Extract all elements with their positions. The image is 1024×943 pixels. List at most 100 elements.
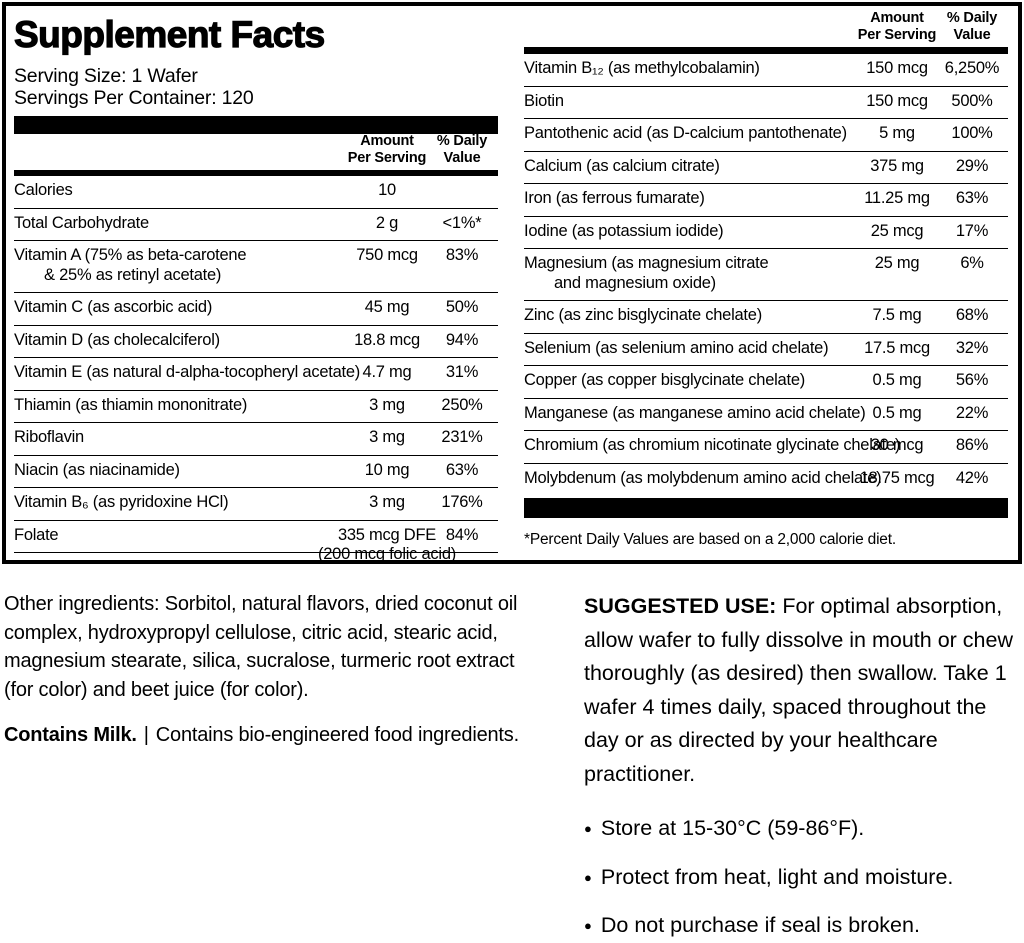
nutrient-row: Iodine (as potassium iodide) 25 mcg 17%	[524, 217, 1008, 249]
facts-left-column: Supplement Facts Serving Size: 1 Wafer S…	[13, 12, 498, 563]
nutrient-row: Biotin 150 mcg 500%	[524, 87, 1008, 119]
nutrient-name: Riboflavin	[14, 428, 84, 446]
nutrient-row: Iron (as ferrous fumarate) 11.25 mg 63%	[524, 184, 1008, 217]
nutrient-row: Chromium (as chromium nicotinate glycina…	[524, 431, 1008, 464]
nutrient-amount-line2: (200 mcg folic acid)	[317, 545, 457, 563]
divider-bar	[14, 116, 498, 134]
nutrient-row: Vitamin B₁₂ (as methylcobalamin) 150 mcg 6…	[524, 54, 1008, 87]
nutrient-amount: 0.5 mg	[872, 371, 922, 389]
nutrient-row: Magnesium (as magnesium citrate and magne…	[524, 249, 1008, 301]
nutrient-rows-right: Vitamin B₁₂ (as methylcobalamin) 150 mcg 6…	[524, 54, 1008, 495]
nutrient-name: Calories	[14, 181, 73, 199]
nutrient-row: Vitamin B₆ (as pyridoxine HCl) 3 mg 176%	[14, 488, 498, 521]
nutrient-daily-value: 500%	[951, 91, 993, 110]
nutrient-amount: 750 mcg	[356, 246, 418, 264]
nutrient-daily-value: 32%	[955, 338, 989, 357]
nutrient-name-line2: & 25% as retinyl acetate)	[44, 265, 222, 284]
nutrient-daily-value: 63%	[445, 460, 479, 479]
servings-per-container: Servings Per Container: 120	[14, 87, 254, 109]
nutrient-row: Vitamin E (as natural d-alpha-tocopheryl…	[14, 358, 498, 391]
nutrient-daily-value: 250%	[441, 395, 483, 414]
nutrient-name: Iodine (as potassium iodide)	[524, 221, 724, 240]
nutrient-daily-value: 176%	[441, 493, 483, 511]
nutrient-daily-value: 68%	[955, 306, 989, 324]
nutrient-row: Pantothenic acid (as D-calcium pantothen…	[524, 119, 1008, 152]
nutrient-name: Molybdenum (as molybdenum amino acid che…	[524, 468, 882, 487]
nutrient-name: Vitamin B₁₂ (as methylcobalamin)	[524, 59, 760, 77]
nutrient-daily-value: 100%	[951, 124, 993, 142]
bullet-icon: ●	[584, 869, 592, 885]
nutrient-daily-value: 83%	[445, 246, 479, 264]
column-header-row: Amount Per Serving % Daily Value	[524, 10, 1008, 54]
nutrient-amount: 30 mcg	[870, 436, 924, 454]
suggested-use-label: SUGGESTED USE:	[584, 594, 777, 618]
nutrient-amount: 3 mg	[369, 493, 405, 511]
bullet-text: Do not purchase if seal is broken.	[600, 913, 920, 937]
nutrient-name-line2: and magnesium oxide)	[554, 273, 716, 292]
nutrient-amount: 25 mg	[874, 254, 920, 272]
storage-bullet: ● Protect from heat, light and moisture.	[584, 861, 1020, 895]
nutrient-amount: 10 mg	[364, 460, 410, 479]
nutrient-amount: 3 mg	[369, 428, 405, 446]
nutrient-amount: 18.8 mcg	[354, 330, 420, 349]
storage-bullet: ● Store at 15-30°C (59-86°F).	[584, 812, 1020, 846]
nutrient-amount: 11.25 mg	[864, 189, 930, 207]
suggested-use-text: For optimal absorption, allow wafer to f…	[584, 594, 1013, 786]
nutrient-rows-left: Calories 10 Total Carbohydrate 2 g <1%* Vitam…	[14, 176, 498, 563]
column-header-amount: Amount Per Serving	[857, 10, 937, 43]
nutrient-amount: 150 mcg	[866, 91, 928, 110]
nutrient-row: Calcium (as calcium citrate) 375 mg 29%	[524, 152, 1008, 184]
nutrient-name: Vitamin A (75% as beta-carotene & 25% as …	[14, 246, 498, 285]
nutrient-daily-value: 42%	[955, 468, 989, 487]
nutrient-name: Magnesium (as magnesium citrate and magne…	[524, 254, 1008, 293]
nutrient-name: Manganese (as manganese amino acid chela…	[524, 403, 866, 422]
bottom-section: Other ingredients: Sorbitol, natural fla…	[4, 590, 1020, 943]
nutrient-row: Selenium (as selenium amino acid chelate…	[524, 334, 1008, 366]
bioengineered-text: Contains bio-engineered food ingredients…	[155, 724, 519, 746]
bullet-icon: ●	[584, 821, 592, 836]
panel-title: Supplement Facts	[13, 13, 325, 55]
suggested-use-paragraph: SUGGESTED USE: For optimal absorption, a…	[584, 590, 1020, 791]
nutrient-name: Selenium (as selenium amino acid chelate…	[524, 338, 829, 357]
storage-bullet: ● Do not purchase if seal is broken.	[584, 909, 1020, 943]
nutrient-daily-value: 94%	[445, 330, 479, 349]
nutrient-daily-value: 17%	[955, 221, 989, 240]
nutrient-name: Vitamin E (as natural d-alpha-tocopheryl…	[14, 363, 361, 381]
other-ingredients-section: Other ingredients: Sorbitol, natural fla…	[4, 590, 544, 943]
nutrient-row: Thiamin (as thiamin mononitrate) 3 mg 250%	[14, 391, 498, 423]
nutrient-amount: 7.5 mg	[872, 306, 922, 324]
other-ingredients-text: Other ingredients: Sorbitol, natural fla…	[4, 593, 518, 701]
nutrient-daily-value: 56%	[955, 371, 989, 389]
nutrient-row: Niacin (as niacinamide) 10 mg 63%	[14, 456, 498, 488]
divider-bar	[524, 498, 1008, 518]
nutrient-name: Calcium (as calcium citrate)	[524, 156, 720, 175]
nutrient-amount: 0.5 mg	[872, 403, 922, 422]
nutrient-name: Chromium (as chromium nicotinate glycina…	[524, 436, 901, 454]
nutrient-row: Riboflavin 3 mg 231%	[14, 423, 498, 456]
nutrient-name: Iron (as ferrous fumarate)	[524, 189, 705, 207]
nutrient-amount: 150 mcg	[866, 59, 928, 77]
nutrient-daily-value: 6%	[960, 254, 984, 272]
nutrient-daily-value: 84%	[445, 525, 479, 544]
nutrient-name: Zinc (as zinc bisglycinate chelate)	[524, 306, 762, 324]
nutrient-amount: 335 mcg DFE (200 mcg folic acid)	[314, 526, 460, 565]
nutrient-name: Vitamin C (as ascorbic acid)	[14, 298, 213, 316]
nutrient-row: Copper (as copper bisglycinate chelate) 0…	[524, 366, 1008, 399]
nutrient-amount: 5 mg	[879, 124, 915, 142]
column-header-daily-value: % Daily Value	[436, 133, 488, 166]
nutrient-daily-value: 22%	[955, 403, 989, 422]
nutrient-name: Folate	[14, 525, 59, 544]
nutrient-name: Total Carbohydrate	[14, 213, 149, 232]
nutrient-row: Zinc (as zinc bisglycinate chelate) 7.5 m…	[524, 301, 1008, 334]
nutrient-daily-value: <1%*	[442, 213, 482, 232]
nutrient-amount: 2 g	[375, 213, 399, 232]
suggested-use-section: SUGGESTED USE: For optimal absorption, a…	[584, 590, 1020, 943]
nutrient-name: Copper (as copper bisglycinate chelate)	[524, 371, 805, 389]
bullet-icon: ●	[584, 918, 592, 933]
bullet-text: Protect from heat, light and moisture.	[600, 864, 954, 889]
nutrient-amount: 25 mcg	[870, 221, 924, 240]
nutrient-name: Pantothenic acid (as D-calcium pantothen…	[524, 124, 847, 142]
bullet-text: Store at 15-30°C (59-86°F).	[600, 816, 865, 840]
nutrient-row: Vitamin D (as cholecalciferol) 18.8 mcg 94…	[14, 326, 498, 358]
